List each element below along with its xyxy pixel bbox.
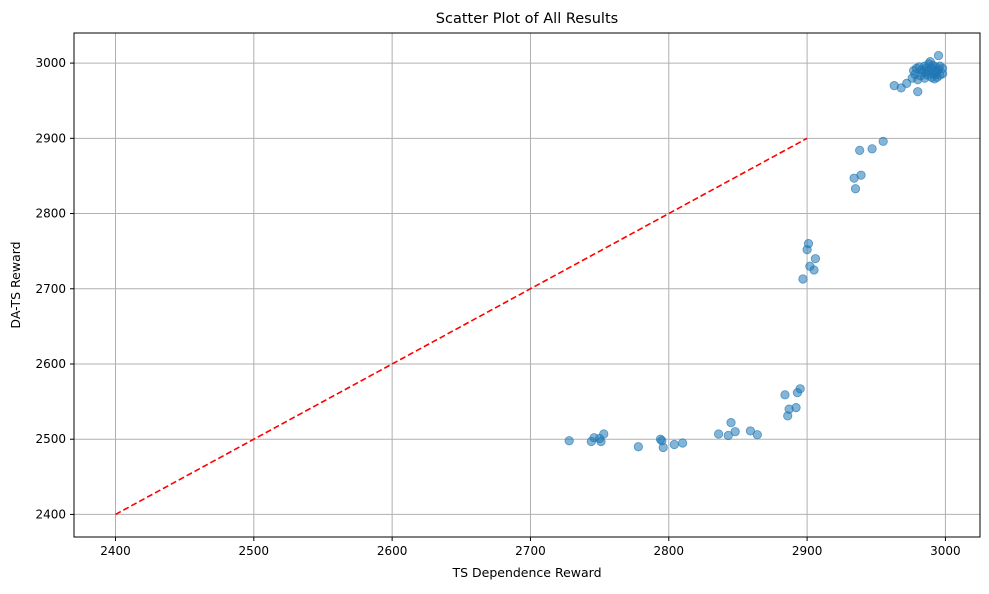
data-point xyxy=(803,239,814,249)
x-tick-label: 2400 xyxy=(100,544,131,558)
x-tick-label: 2500 xyxy=(239,544,270,558)
plot-frame xyxy=(73,32,981,538)
y-axis-label: DA-TS Reward xyxy=(8,241,23,328)
x-axis-ticks: 2400 2500 2600 2700 2800 2900 3000 xyxy=(100,537,961,558)
data-point xyxy=(599,429,609,439)
data-point xyxy=(730,427,740,437)
x-tick-label: 2800 xyxy=(654,544,685,558)
y-tick-label: 2600 xyxy=(35,357,66,371)
data-point xyxy=(913,87,923,97)
data-point xyxy=(798,274,808,284)
data-point xyxy=(810,254,820,264)
y-tick-label: 2800 xyxy=(35,207,66,221)
reference-line-layer xyxy=(115,137,808,516)
x-axis-label: TS Dependence Reward xyxy=(451,565,601,580)
data-point xyxy=(938,63,948,73)
data-point xyxy=(669,439,679,450)
x-tick-label: 2600 xyxy=(377,544,408,558)
data-point xyxy=(867,144,877,154)
x-tick-label: 2700 xyxy=(515,544,546,558)
grid xyxy=(74,33,980,537)
y-tick-label: 3000 xyxy=(35,56,66,70)
data-point xyxy=(745,426,755,436)
chart-title: Scatter Plot of All Results xyxy=(436,11,618,27)
y-tick-label: 2900 xyxy=(35,131,66,145)
data-point xyxy=(678,438,688,448)
data-point xyxy=(726,418,736,428)
points-layer xyxy=(564,50,948,453)
x-tick-label: 2900 xyxy=(792,544,823,558)
data-point xyxy=(791,403,801,413)
y-tick-label: 2400 xyxy=(35,507,66,521)
data-point xyxy=(855,145,865,155)
data-point xyxy=(723,430,733,441)
data-point xyxy=(752,430,762,440)
data-point xyxy=(902,78,912,89)
data-point xyxy=(856,170,866,180)
data-point xyxy=(780,390,790,400)
y-axis-ticks: 2400 2500 2600 2700 2800 2900 3000 xyxy=(35,56,74,521)
data-point xyxy=(713,429,724,439)
data-point xyxy=(933,50,944,61)
data-point xyxy=(850,184,861,194)
data-point xyxy=(633,442,643,452)
y-tick-label: 2500 xyxy=(35,432,66,446)
reference-line xyxy=(115,137,808,516)
data-point xyxy=(878,136,888,146)
data-point xyxy=(795,384,805,394)
data-point xyxy=(809,265,819,275)
data-point xyxy=(564,436,574,446)
data-point xyxy=(658,442,668,453)
x-tick-label: 3000 xyxy=(930,544,961,558)
y-tick-label: 2700 xyxy=(35,282,66,296)
